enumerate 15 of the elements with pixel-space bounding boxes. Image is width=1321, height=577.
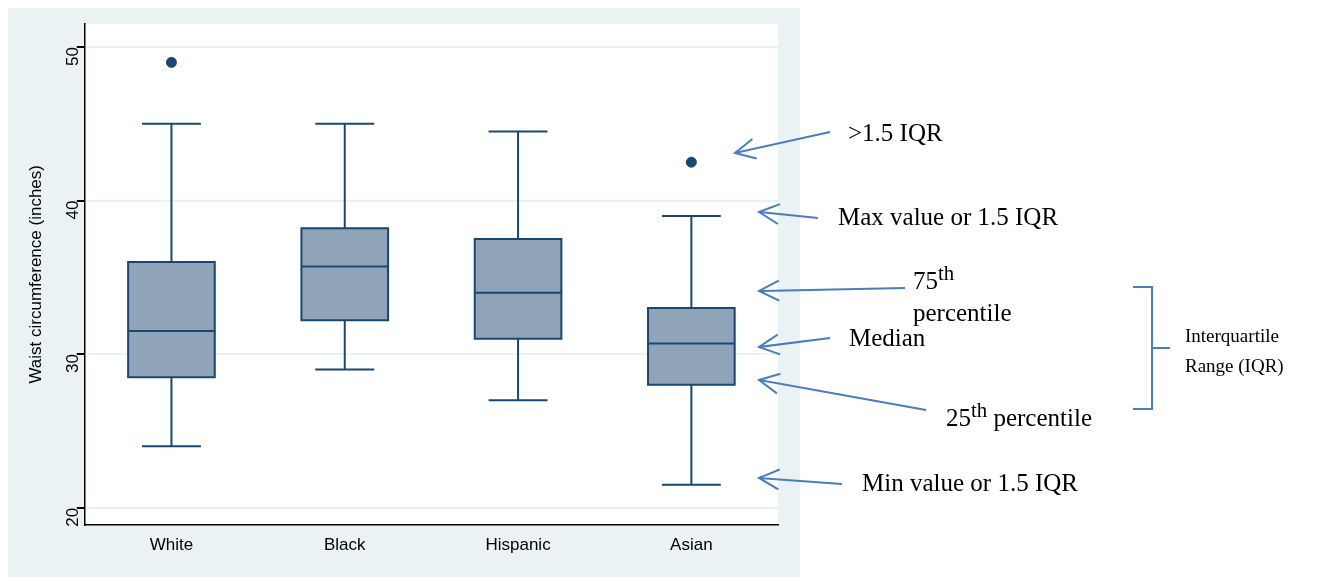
y-tick-label: 20 xyxy=(63,507,83,527)
y-axis-title: Waist circumference (inches) xyxy=(25,165,45,384)
x-tick-label: Black xyxy=(323,535,367,555)
y-tick-label: 40 xyxy=(63,200,83,220)
x-tick-label: White xyxy=(149,535,194,555)
x-tick-label: Hispanic xyxy=(485,535,552,555)
y-tick-label: 30 xyxy=(63,354,83,374)
text: 25$^{th}$ percentile xyxy=(946,397,1093,434)
y-tick-label: 50 xyxy=(63,47,83,66)
text: 75$^{th}$ percentile xyxy=(913,260,1013,329)
text: >1.5 IQR xyxy=(848,118,944,148)
text: Max value or 1.5 IQR xyxy=(838,202,1060,232)
text: Min value or 1.5 IQR xyxy=(862,468,1079,498)
x-tick-label: Asian xyxy=(670,535,713,555)
text: Interquartile Range (IQR) xyxy=(1185,324,1285,378)
